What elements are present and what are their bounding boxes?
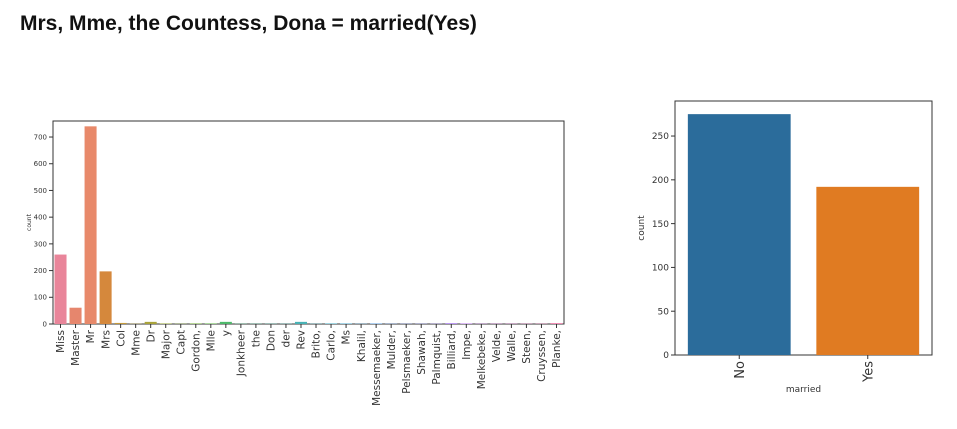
x-tick-label-gordon: Gordon, bbox=[190, 330, 202, 372]
x-tick-label-col: Col bbox=[115, 330, 127, 347]
y-tick-label: 100 bbox=[34, 294, 47, 302]
x-tick-label-mme: Mme bbox=[130, 330, 142, 356]
bar-messemaeker bbox=[370, 323, 383, 324]
bar-major bbox=[159, 323, 172, 324]
bar-miss bbox=[54, 254, 67, 324]
y-tick-label: 700 bbox=[34, 133, 47, 141]
bar-no bbox=[687, 114, 791, 355]
x-tick-label-yes: Yes bbox=[861, 361, 876, 383]
x-tick-label-der: der bbox=[281, 329, 293, 347]
x-tick-label-shawah: Shawah, bbox=[416, 330, 428, 375]
x-tick-label-melkebeke: Melkebeke, bbox=[476, 330, 488, 389]
x-tick-label-palmquist: Palmquist, bbox=[431, 330, 443, 385]
x-tick-label-pelsmaeker: Pelsmaeker, bbox=[401, 330, 413, 394]
x-tick-label-velde: Velde, bbox=[491, 330, 503, 362]
bar-mlle bbox=[204, 323, 217, 324]
y-tick-label: 300 bbox=[34, 240, 47, 248]
bar-yes bbox=[816, 186, 920, 355]
x-tick-label-master: Master bbox=[70, 329, 82, 366]
y-tick-label: 0 bbox=[43, 320, 47, 328]
bar-carlo bbox=[325, 323, 338, 324]
x-tick-label-dr: Dr bbox=[145, 329, 157, 342]
bar-impe bbox=[460, 323, 473, 324]
plot-frame bbox=[674, 100, 933, 356]
bar-y bbox=[219, 321, 232, 324]
bar-planke bbox=[550, 323, 563, 324]
bar-gordon bbox=[189, 323, 202, 324]
bar-billiard bbox=[445, 323, 458, 324]
x-tick-label-y: y bbox=[221, 330, 233, 336]
y-axis-label: count bbox=[26, 213, 33, 231]
x-tick-label-walle: Walle, bbox=[506, 330, 518, 362]
y-tick-label: 250 bbox=[652, 132, 669, 142]
x-tick-label-mulder: Mulder, bbox=[386, 330, 398, 369]
x-tick-label-miss: Miss bbox=[55, 330, 67, 353]
x-tick-label-steen: Steen, bbox=[521, 330, 533, 364]
x-tick-label-planke: Planke, bbox=[551, 330, 563, 368]
y-tick-label: 500 bbox=[34, 187, 47, 195]
bar-col bbox=[114, 322, 127, 324]
bar-mrs bbox=[99, 271, 112, 324]
x-tick-label-no: No bbox=[733, 361, 748, 379]
x-tick-label-cruyssen: Cruyssen, bbox=[536, 330, 548, 382]
x-tick-label-jonkheer: Jonkheer bbox=[236, 329, 248, 377]
x-tick-label-khalil: Khalil, bbox=[356, 330, 368, 362]
y-tick-label: 100 bbox=[652, 264, 669, 274]
y-tick-label: 400 bbox=[34, 214, 47, 222]
x-tick-label-messemaeker: Messemaeker, bbox=[371, 330, 383, 406]
bar-dr bbox=[144, 321, 157, 324]
y-tick-label: 150 bbox=[652, 220, 669, 230]
x-tick-label-capt: Capt bbox=[175, 330, 187, 355]
x-tick-label-don: Don bbox=[266, 330, 278, 351]
bar-ms bbox=[340, 323, 353, 324]
y-tick-label: 50 bbox=[658, 307, 670, 317]
plot-frame bbox=[52, 120, 565, 325]
bar-rev bbox=[294, 321, 307, 324]
y-tick-label: 200 bbox=[34, 267, 47, 275]
y-axis-label: count bbox=[637, 215, 647, 241]
x-tick-label-brito: Brito, bbox=[311, 330, 323, 358]
y-tick-label: 0 bbox=[663, 351, 669, 361]
bar-mr bbox=[84, 126, 97, 324]
x-tick-label-billiard: Billiard, bbox=[446, 330, 458, 369]
slide-title: Mrs, Mme, the Countess, Dona = married(Y… bbox=[20, 12, 477, 35]
x-tick-label-ms: Ms bbox=[341, 330, 353, 345]
y-tick-label: 200 bbox=[652, 176, 669, 186]
x-tick-label-mr: Mr bbox=[85, 329, 97, 343]
x-tick-label-mlle: Mlle bbox=[205, 330, 217, 351]
x-tick-label-rev: Rev bbox=[296, 330, 308, 350]
x-tick-label-carlo: Carlo, bbox=[326, 330, 338, 361]
x-axis-label: married bbox=[786, 385, 821, 395]
x-tick-label-mrs: Mrs bbox=[100, 330, 112, 349]
bar-master bbox=[69, 307, 82, 324]
x-tick-label-impe: Impe, bbox=[461, 330, 473, 360]
x-tick-label-major: Major bbox=[160, 329, 172, 359]
x-tick-label-the: the bbox=[251, 330, 263, 347]
y-tick-label: 600 bbox=[34, 160, 47, 168]
